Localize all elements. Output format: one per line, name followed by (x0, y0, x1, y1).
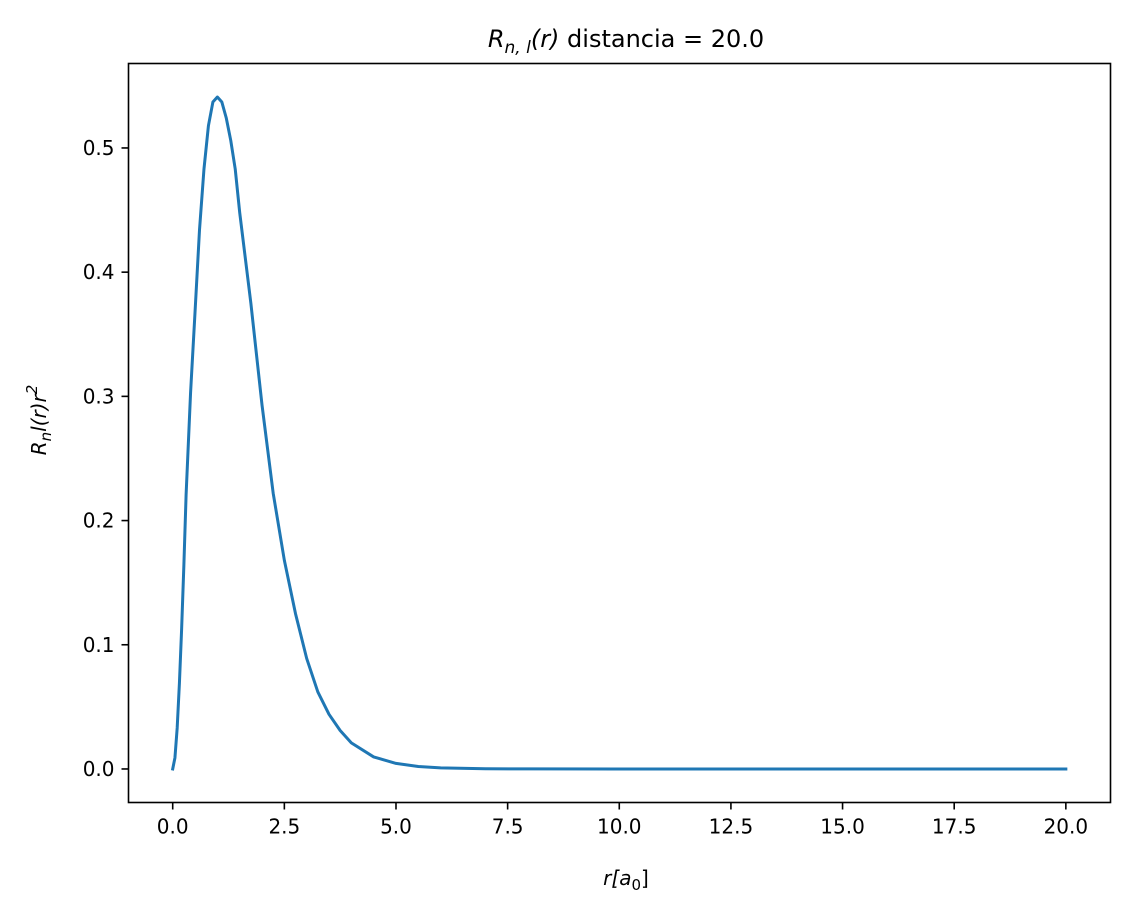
x-tick-label: 12.5 (709, 815, 754, 839)
y-tick-label: 0.0 (83, 757, 115, 781)
y-tick-label: 0.3 (83, 384, 115, 408)
x-tick-label: 17.5 (932, 815, 977, 839)
x-axis-label: r[a0] (603, 866, 649, 894)
x-tick-label: 5.0 (380, 815, 412, 839)
plot-area (170, 95, 1068, 771)
axes-frame (127, 62, 1112, 804)
y-tick-label: 0.1 (83, 633, 115, 657)
y-axis-label: Rnl(r)r2 (23, 385, 55, 456)
x-tick-label: 0.0 (157, 815, 189, 839)
x-tick-label: 2.5 (268, 815, 300, 839)
y-axis-ticks: 0.0 0.1 0.2 0.3 0.4 0.5 (83, 136, 129, 781)
y-tick-label: 0.4 (83, 260, 115, 284)
x-axis-ticks: 0.0 2.5 5.0 7.5 10.0 12.5 15.0 17.5 20.0 (157, 802, 1089, 839)
chart-title: Rn, l(r) distancia = 20.0 (488, 25, 764, 58)
x-tick-label: 15.0 (820, 815, 865, 839)
x-tick-label: 20.0 (1044, 815, 1089, 839)
series-line-0 (170, 95, 1068, 771)
y-tick-label: 0.5 (83, 136, 115, 160)
y-tick-label: 0.2 (83, 509, 115, 533)
x-tick-label: 10.0 (597, 815, 642, 839)
x-tick-label: 7.5 (492, 815, 524, 839)
